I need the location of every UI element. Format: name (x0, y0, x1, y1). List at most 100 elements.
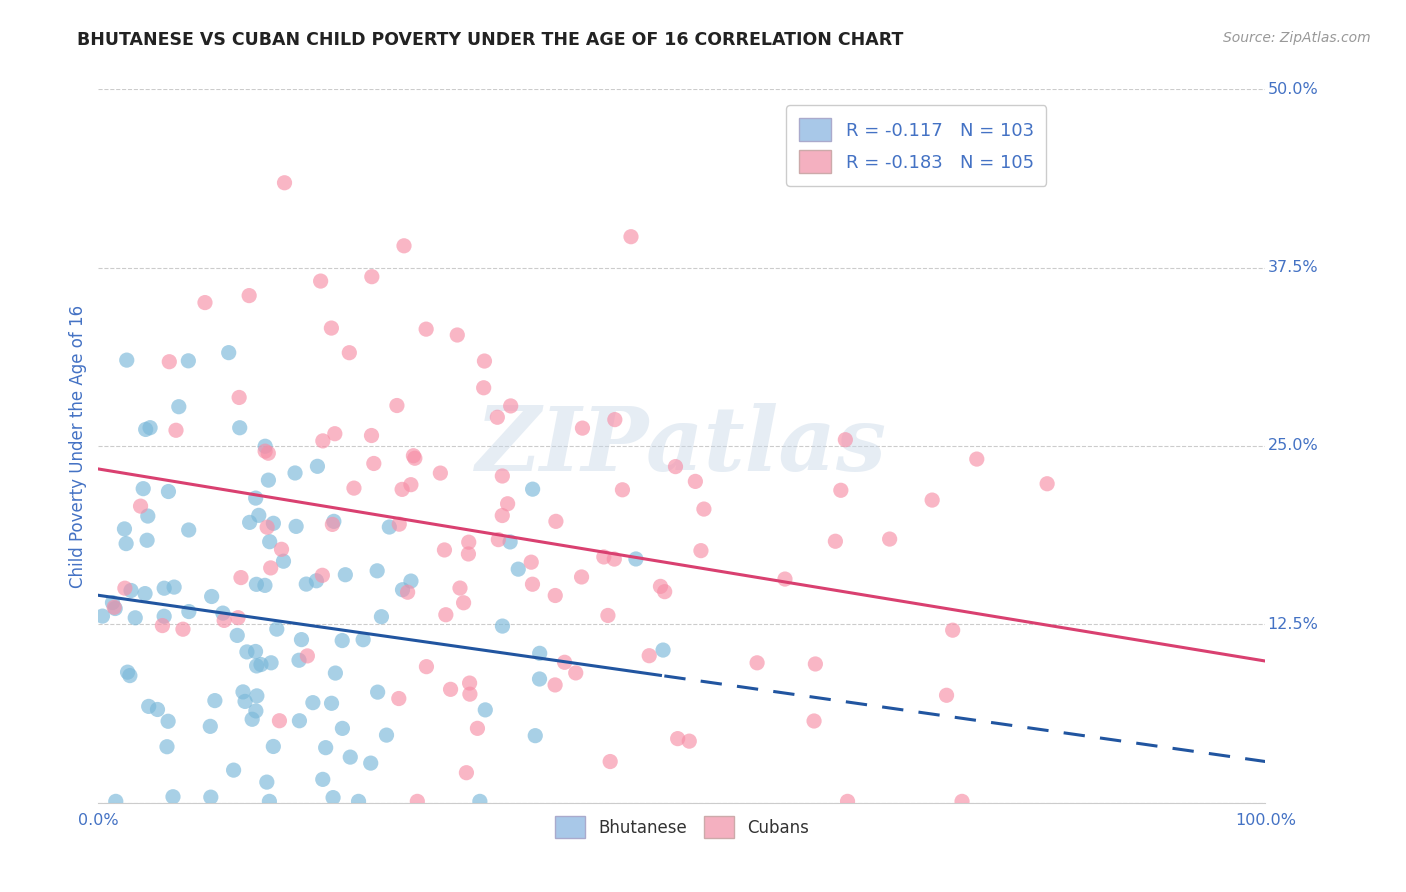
Legend: Bhutanese, Cubans: Bhutanese, Cubans (548, 810, 815, 845)
Point (391, 582, 413, 597)
Point (104, 794, 127, 808)
Point (312, 434, 335, 448)
Point (685, 475, 707, 489)
Point (415, 659, 437, 673)
Point (544, 514, 567, 528)
Point (363, 457, 385, 471)
Point (352, 632, 374, 647)
Point (118, 668, 141, 682)
Point (603, 552, 626, 566)
Point (228, 391, 250, 405)
Point (307, 459, 329, 474)
Point (238, 288, 260, 302)
Point (522, 577, 544, 591)
Point (599, 755, 621, 769)
Point (200, 790, 222, 805)
Point (103, 600, 125, 615)
Point (388, 517, 411, 532)
Point (323, 426, 346, 441)
Point (270, 542, 292, 557)
Point (612, 483, 634, 497)
Text: 25.0%: 25.0% (1268, 439, 1319, 453)
Point (256, 775, 278, 789)
Point (449, 581, 471, 595)
Point (266, 622, 288, 636)
Point (472, 381, 495, 395)
Text: 37.5%: 37.5% (1268, 260, 1319, 275)
Point (457, 547, 479, 561)
Text: Source: ZipAtlas.com: Source: ZipAtlas.com (1223, 31, 1371, 45)
Point (337, 345, 360, 359)
Point (260, 656, 283, 670)
Point (247, 508, 270, 523)
Point (529, 646, 551, 660)
Point (285, 519, 308, 533)
Point (406, 794, 429, 808)
Point (269, 714, 291, 728)
Point (152, 618, 174, 632)
Point (228, 421, 250, 435)
Point (564, 665, 586, 680)
Point (288, 714, 311, 728)
Point (114, 522, 136, 536)
Point (745, 656, 768, 670)
Point (295, 577, 318, 591)
Point (396, 585, 419, 599)
Point (571, 570, 593, 584)
Point (339, 750, 361, 764)
Point (834, 433, 856, 447)
Point (375, 728, 398, 742)
Point (399, 574, 422, 588)
Point (246, 659, 269, 673)
Point (404, 451, 426, 466)
Point (429, 466, 451, 480)
Point (256, 520, 278, 534)
Point (233, 694, 256, 708)
Point (664, 459, 686, 474)
Point (132, 482, 155, 496)
Point (321, 696, 343, 710)
Point (212, 614, 235, 628)
Point (690, 543, 713, 558)
Point (529, 672, 551, 686)
Point (163, 580, 186, 594)
Point (311, 568, 333, 582)
Point (966, 452, 988, 467)
Point (250, 657, 273, 672)
Point (392, 239, 415, 253)
Point (335, 567, 357, 582)
Point (378, 520, 401, 534)
Point (305, 574, 328, 588)
Point (496, 497, 519, 511)
Point (508, 562, 530, 576)
Point (259, 534, 281, 549)
Point (165, 423, 187, 437)
Point (218, 345, 240, 359)
Point (229, 571, 252, 585)
Point (921, 493, 943, 508)
Point (596, 608, 619, 623)
Point (246, 689, 269, 703)
Point (402, 449, 425, 463)
Text: ZIPatlas: ZIPatlas (477, 403, 887, 489)
Point (273, 554, 295, 568)
Point (129, 499, 152, 513)
Point (592, 549, 614, 564)
Point (666, 731, 689, 746)
Point (457, 535, 479, 549)
Point (245, 491, 267, 505)
Point (950, 794, 973, 808)
Point (312, 772, 335, 787)
Point (399, 477, 422, 491)
Point (284, 466, 307, 480)
Point (467, 722, 489, 736)
Point (360, 756, 382, 771)
Point (136, 509, 159, 524)
Point (486, 533, 509, 547)
Point (415, 322, 437, 336)
Point (156, 739, 179, 754)
Point (678, 734, 700, 748)
Point (773, 572, 796, 586)
Point (157, 714, 180, 729)
Point (499, 399, 522, 413)
